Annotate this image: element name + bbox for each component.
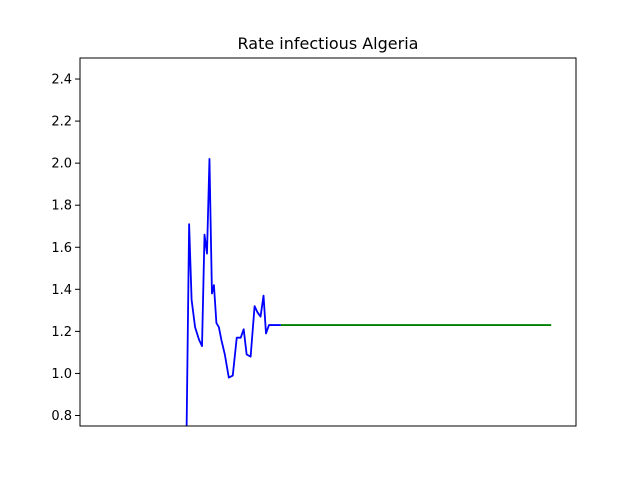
plot-frame	[79, 57, 577, 427]
y-tick-label: 1.4	[51, 283, 72, 298]
y-tick-label: 1.2	[51, 325, 72, 340]
y-tick-label: 1.6	[51, 241, 72, 256]
y-tick-label: 2.0	[51, 157, 72, 172]
y-tick-label: 2.4	[51, 73, 72, 88]
chart-title: Rate infectious Algeria	[238, 34, 419, 53]
y-axis: 0.8 1.0 1.2 1.4 1.6 1.8 2.0 2.2 2.4	[51, 73, 80, 424]
series-group	[185, 158, 552, 427]
series-line-blue	[185, 158, 281, 427]
y-tick-label: 0.8	[51, 409, 72, 424]
y-tick-label: 2.2	[51, 115, 72, 130]
y-tick-label: 1.8	[51, 199, 72, 214]
y-tick-label: 1.0	[51, 367, 72, 382]
